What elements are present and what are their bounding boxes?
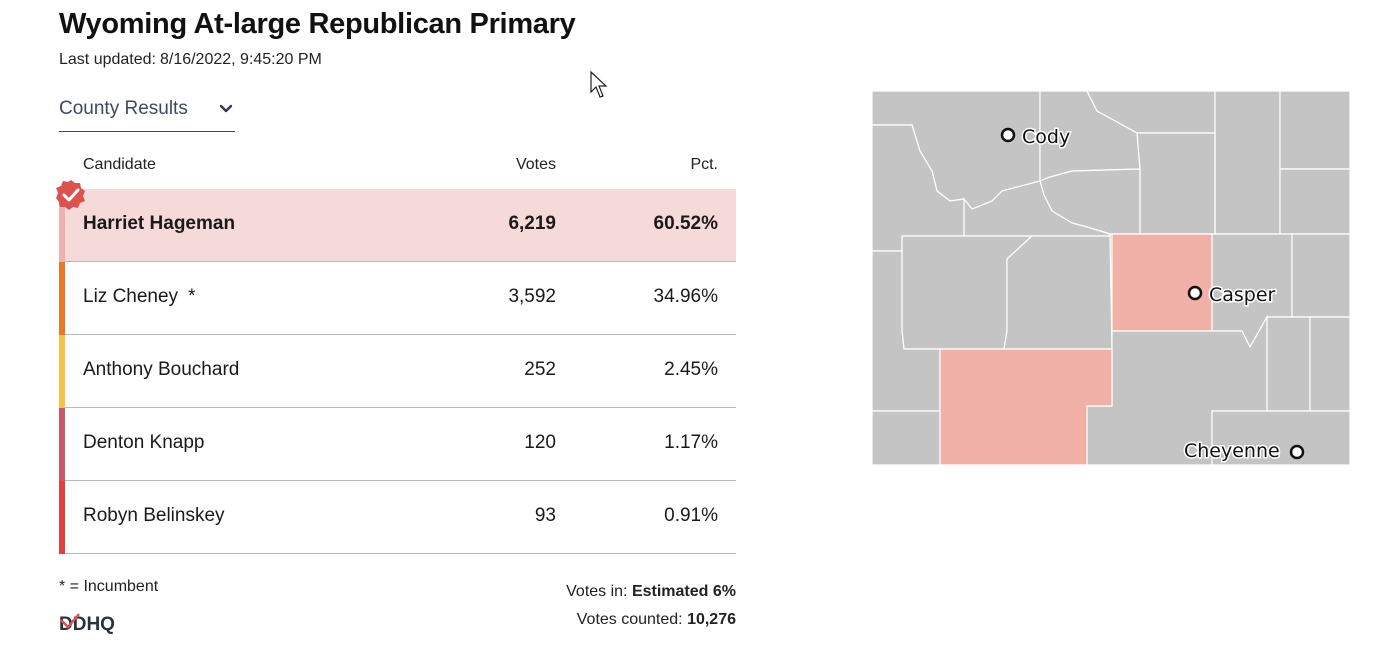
- city-marker[interactable]: [1289, 444, 1305, 460]
- last-updated-label: Last updated:: [59, 51, 156, 68]
- dropdown-selected-label: County Results: [59, 98, 188, 119]
- table-row: Harriet Hageman 6,219 60.52%: [56, 180, 736, 262]
- results-table: Candidate Votes Pct. Harriet Hageman 6,2…: [56, 150, 736, 554]
- candidate-pct: 34.96%: [653, 286, 718, 307]
- table-row: Robyn Belinskey 93 0.91%: [59, 481, 736, 554]
- candidate-name: Robyn Belinskey: [83, 505, 225, 526]
- county-goshen[interactable]: [1266, 316, 1311, 412]
- table-header: Candidate Votes Pct.: [59, 150, 736, 189]
- candidate-pct: 0.91%: [664, 505, 718, 526]
- results-view-dropdown[interactable]: County Results: [59, 98, 235, 132]
- county-weston[interactable]: [1279, 168, 1350, 235]
- candidate-name: Harriet Hageman: [83, 213, 236, 234]
- city-marker[interactable]: [1187, 285, 1203, 301]
- vote-stats: Votes in: Estimated 6% Votes counted: 10…: [566, 578, 736, 634]
- city-label-casper: Casper: [1209, 284, 1276, 306]
- county-goshen-e[interactable]: [1309, 316, 1350, 412]
- column-header-pct: Pct.: [690, 156, 718, 173]
- candidate-color-bar: [59, 189, 65, 262]
- votes-counted-label: Votes counted:: [576, 611, 683, 628]
- chevron-down-icon: [219, 104, 233, 113]
- county-johnson[interactable]: [1136, 132, 1216, 235]
- incumbent-marker: *: [188, 286, 196, 307]
- column-header-votes: Votes: [515, 156, 556, 173]
- candidate-votes: 3,592: [508, 286, 556, 307]
- candidate-color-bar: [59, 481, 65, 554]
- candidate-votes: 120: [524, 432, 556, 453]
- candidate-name: Liz Cheney: [83, 286, 179, 307]
- county-natrona[interactable]: [1111, 233, 1213, 332]
- candidate-color-bar: [59, 262, 65, 335]
- column-header-candidate: Candidate: [83, 156, 156, 173]
- votes-in: Votes in: Estimated 6%: [566, 578, 736, 606]
- candidate-pct: 1.17%: [664, 432, 718, 453]
- table-row: Liz Cheney * 3,592 34.96%: [59, 262, 736, 335]
- candidate-color-bar: [59, 335, 65, 408]
- candidate-name: Denton Knapp: [83, 432, 205, 453]
- mouse-cursor-icon: [590, 71, 608, 98]
- county-sweetwater[interactable]: [939, 348, 1113, 465]
- votes-in-value: Estimated 6%: [631, 583, 736, 600]
- last-updated: Last updated: 8/16/2022, 9:45:20 PM: [59, 51, 322, 69]
- incumbent-note: * = Incumbent: [59, 578, 159, 595]
- candidate-pct: 60.52%: [653, 213, 718, 234]
- candidate-pct: 2.45%: [664, 359, 718, 380]
- county-laramie[interactable]: [1211, 410, 1350, 465]
- logo-text: DDHQ: [59, 614, 115, 635]
- winner-check-icon: [56, 180, 85, 210]
- county-crook[interactable]: [1214, 91, 1281, 235]
- candidate-votes: 252: [524, 359, 556, 380]
- ddhq-logo: DDHQ: [59, 613, 115, 635]
- last-updated-value: 8/16/2022, 9:45:20 PM: [159, 51, 322, 68]
- county-campbell-n[interactable]: [1279, 91, 1350, 170]
- county-map: Cody Casper Cheyenne: [872, 91, 1350, 465]
- candidate-color-bar: [59, 408, 65, 481]
- votes-counted-value: 10,276: [687, 611, 736, 628]
- candidate-votes: 93: [534, 505, 556, 526]
- table-row: Anthony Bouchard 252 2.45%: [59, 335, 736, 408]
- candidate-votes: 6,219: [508, 213, 556, 234]
- county-uinta[interactable]: [872, 410, 941, 465]
- city-label-cheyenne: Cheyenne: [1184, 440, 1280, 462]
- table-row: Denton Knapp 120 1.17%: [59, 408, 736, 481]
- candidate-name-cell: Liz Cheney *: [83, 286, 195, 308]
- votes-counted: Votes counted: 10,276: [566, 606, 736, 634]
- city-label-cody: Cody: [1022, 126, 1070, 148]
- candidate-name: Anthony Bouchard: [83, 359, 240, 380]
- page-title: Wyoming At-large Republican Primary: [59, 8, 576, 40]
- county-natrona-w[interactable]: [1003, 233, 1113, 350]
- city-marker[interactable]: [1000, 127, 1016, 143]
- county-niobrara[interactable]: [1291, 233, 1350, 318]
- votes-in-label: Votes in:: [566, 583, 628, 600]
